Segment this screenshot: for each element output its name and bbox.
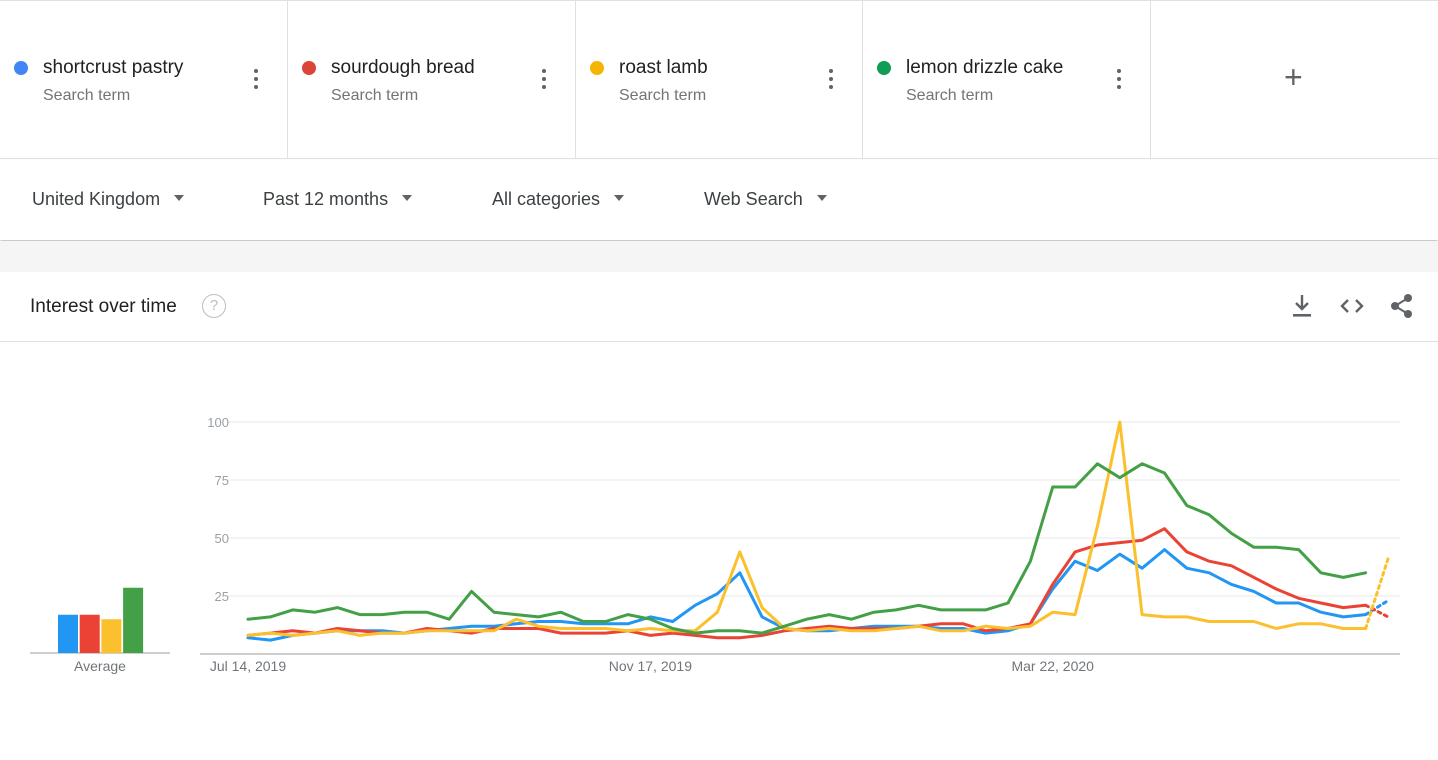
term-name: roast lamb: [619, 57, 708, 78]
caret-down-icon: [816, 195, 827, 202]
series-partial-red: [1364, 603, 1390, 619]
term-type: Search term: [43, 87, 131, 104]
caret-down-icon: [614, 195, 625, 202]
average-bar-red: [79, 614, 100, 653]
caret-down-icon: [402, 195, 413, 202]
card-title: Interest over time: [30, 296, 177, 317]
series-color-dot: [302, 61, 316, 75]
more-vert-icon[interactable]: [828, 69, 834, 91]
more-vert-icon[interactable]: [1116, 69, 1122, 91]
embed-icon[interactable]: [1339, 292, 1365, 320]
search-type-dropdown[interactable]: Web Search: [704, 189, 827, 210]
period-dropdown[interactable]: Past 12 months: [263, 189, 413, 210]
average-bar-blue: [58, 614, 78, 653]
y-tick-label: 75: [215, 473, 229, 488]
y-tick-label: 25: [215, 589, 229, 604]
series-color-dot: [877, 61, 891, 75]
term-name: sourdough bread: [331, 57, 475, 78]
search-terms-bar: shortcrust pastry Search term sourdough …: [0, 0, 1438, 159]
add-icon: +: [1284, 59, 1303, 95]
term-card-4[interactable]: lemon drizzle cake Search term: [863, 1, 1151, 159]
series-partial-yellow: [1364, 557, 1390, 630]
category-label: All categories: [492, 189, 601, 209]
average-label: Average: [74, 658, 126, 674]
y-tick-label: 50: [215, 531, 229, 546]
term-name: lemon drizzle cake: [906, 57, 1064, 78]
category-dropdown[interactable]: All categories: [492, 189, 625, 210]
interest-over-time-header: Interest over time ?: [0, 272, 1438, 342]
series-line-red: [246, 527, 1368, 640]
region-label: United Kingdom: [32, 189, 161, 209]
average-bar-green: [123, 587, 144, 653]
interest-over-time-chart[interactable]: 25 50 75 100 Jul 14, 2019 Nov 17, 2019 Mar 22,…: [0, 342, 1438, 722]
more-vert-icon[interactable]: [541, 69, 547, 91]
series-line-yellow: [246, 420, 1368, 637]
x-tick-label: Jul 14, 2019: [210, 658, 286, 674]
series-color-dot: [14, 61, 28, 75]
period-label: Past 12 months: [263, 189, 389, 209]
search-type-label: Web Search: [704, 189, 803, 209]
y-tick-label: 100: [207, 415, 229, 430]
more-vert-icon[interactable]: [253, 69, 259, 91]
term-card-1[interactable]: shortcrust pastry Search term: [0, 1, 288, 159]
series-line-blue: [246, 548, 1368, 642]
series-line-green: [246, 462, 1368, 635]
download-icon[interactable]: [1289, 292, 1315, 320]
filter-bar: United Kingdom Past 12 months All catego…: [0, 160, 1438, 240]
x-tick-label: Mar 22, 2020: [1011, 658, 1094, 674]
region-dropdown[interactable]: United Kingdom: [32, 189, 185, 210]
term-name: shortcrust pastry: [43, 57, 184, 78]
caret-down-icon: [174, 195, 185, 202]
term-type: Search term: [619, 87, 707, 104]
term-card-2[interactable]: sourdough bread Search term: [288, 1, 576, 159]
term-card-3[interactable]: roast lamb Search term: [576, 1, 863, 159]
series-color-dot: [590, 61, 604, 75]
help-icon[interactable]: ?: [202, 294, 226, 318]
x-tick-label: Nov 17, 2019: [609, 658, 692, 674]
term-type: Search term: [331, 87, 419, 104]
term-type: Search term: [906, 87, 994, 104]
section-gap: [0, 241, 1438, 272]
average-bar-yellow: [101, 619, 122, 653]
add-comparison-button[interactable]: +: [1150, 1, 1438, 159]
share-icon[interactable]: [1389, 292, 1415, 320]
